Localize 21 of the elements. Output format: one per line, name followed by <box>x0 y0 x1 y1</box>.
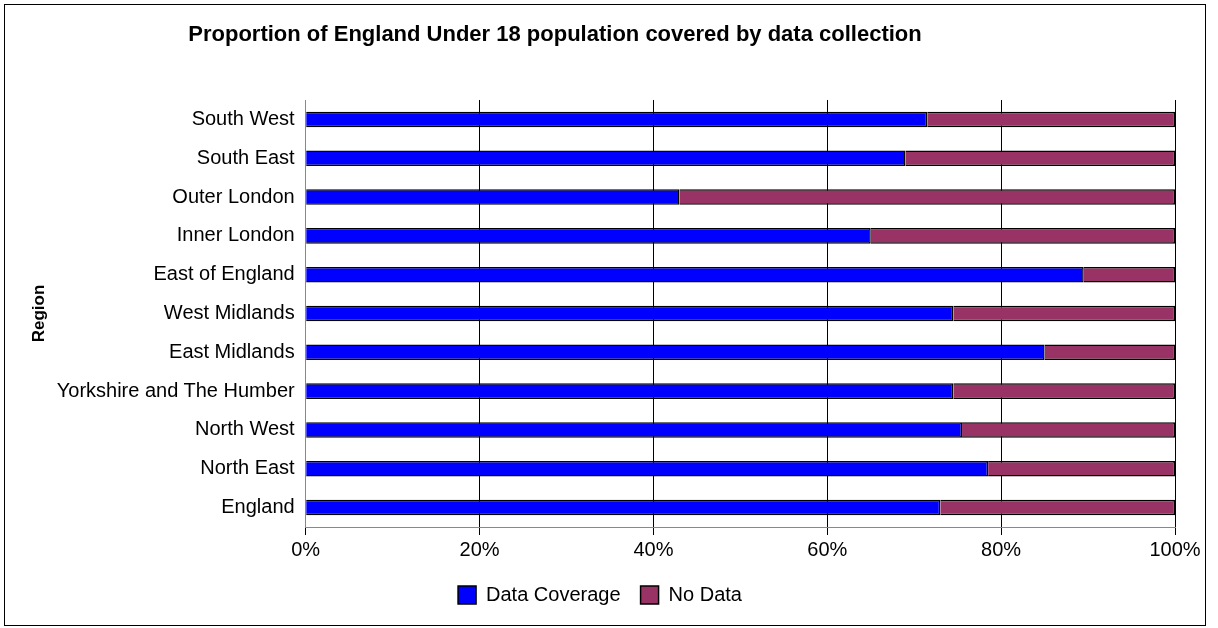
x-tick-label: 80% <box>981 537 1022 560</box>
y-tick-label: Inner London <box>176 223 295 246</box>
y-tick-label: South West <box>191 106 296 129</box>
x-tick-label: 60% <box>807 537 848 560</box>
y-tick-label: East Midlands <box>169 339 295 362</box>
x-tick-label: 100% <box>1149 537 1201 560</box>
y-tick-label: Outer London <box>172 184 295 207</box>
y-tick-label: North East <box>200 456 296 479</box>
legend-label: Data Coverage <box>486 582 621 605</box>
y-tick-label: Yorkshire and The Humber <box>56 378 295 401</box>
y-tick-label: North West <box>195 417 296 440</box>
x-tick-label: 40% <box>633 537 674 560</box>
y-axis-title: Region <box>28 284 48 343</box>
chart-title: Proportion of England Under 18 population covered by data collection <box>187 20 923 48</box>
y-tick-label: East of England <box>153 262 295 285</box>
y-tick-label: South East <box>196 145 296 168</box>
x-tick-label: 20% <box>459 537 500 560</box>
y-tick-label: England <box>221 495 295 518</box>
x-tick-label: 0% <box>291 537 321 560</box>
y-tick-label: West Midlands <box>163 301 295 324</box>
legend-label: No Data <box>668 582 743 605</box>
